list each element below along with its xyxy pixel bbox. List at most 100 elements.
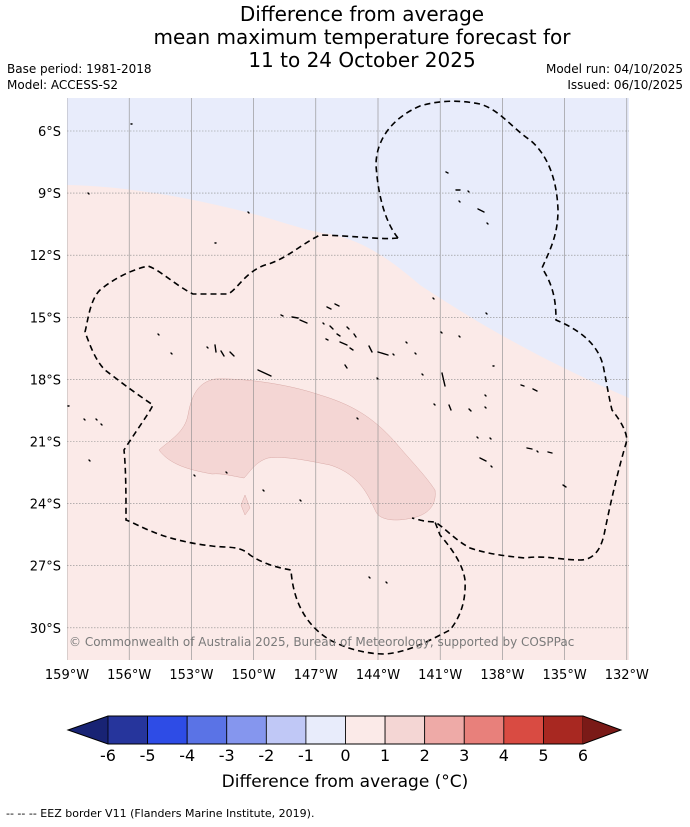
island <box>336 333 341 337</box>
island <box>346 326 350 330</box>
colorbar-tick-label: 4 <box>499 746 509 765</box>
colorbar-tick-label: 3 <box>459 746 469 765</box>
island <box>432 297 435 300</box>
colorbar-over-arrow <box>583 716 621 744</box>
lon-tick-label: 138°W <box>480 668 524 683</box>
island <box>526 447 533 450</box>
latitude-labels: 6°S 9°S 12°S 15°S 18°S 21°S 24°S 27°S 30°S <box>30 125 61 637</box>
colorbar-tick-label: -4 <box>179 746 195 765</box>
island <box>486 222 489 225</box>
island <box>88 459 91 462</box>
island <box>170 352 173 355</box>
island <box>220 350 225 357</box>
lat-tick-label: 21°S <box>30 436 61 451</box>
island <box>322 322 325 325</box>
colorbar-cell <box>384 715 426 745</box>
lat-tick-label: 9°S <box>38 187 61 202</box>
eez-borders <box>84 100 628 655</box>
lon-tick-label: 150°W <box>232 668 276 683</box>
colorbar-cell <box>147 715 188 745</box>
island <box>477 208 485 213</box>
island <box>344 364 348 369</box>
copyright-notice: © Commonwealth of Australia 2025, Bureau… <box>69 635 574 649</box>
island <box>299 319 308 324</box>
colorbar-tick-label: 2 <box>420 746 430 765</box>
island <box>334 303 340 307</box>
colorbar-tick-label: -2 <box>258 746 274 765</box>
island <box>421 373 424 376</box>
colorbar-cell <box>107 715 148 745</box>
island <box>353 333 357 338</box>
colorbar-cell <box>265 715 307 745</box>
colorbar-cell <box>186 715 228 745</box>
islands <box>67 123 567 584</box>
island <box>368 345 373 353</box>
colorbar-cell <box>345 715 386 745</box>
lat-tick-label: 12°S <box>30 249 61 264</box>
colorbar-tick-label: 0 <box>340 746 350 765</box>
lon-tick-label: 135°W <box>543 668 587 683</box>
colorbar-cell <box>305 715 346 745</box>
strong-warm-anomaly-region <box>158 378 436 521</box>
colorbar-cell <box>226 715 267 745</box>
island <box>376 377 379 380</box>
map-area: © Commonwealth of Australia 2025, Bureau… <box>67 98 629 660</box>
island <box>247 211 250 214</box>
title-line-1: Difference from average <box>239 2 485 26</box>
island <box>414 352 417 355</box>
island <box>257 369 272 377</box>
island <box>385 581 388 584</box>
lon-tick-label: 147°W <box>294 668 338 683</box>
island <box>326 306 332 310</box>
issued-date: Issued: 06/10/2025 <box>567 78 683 92</box>
island <box>95 418 98 421</box>
island <box>392 353 395 356</box>
island <box>485 312 488 315</box>
island <box>484 394 487 397</box>
island <box>405 341 408 344</box>
lat-tick-label: 18°S <box>30 373 61 388</box>
island <box>484 406 487 409</box>
island <box>368 576 371 579</box>
colorbar-label: Difference from average (°C) <box>221 772 469 792</box>
island <box>291 316 299 319</box>
island <box>547 451 553 454</box>
island <box>476 436 479 439</box>
island <box>83 418 86 421</box>
island <box>339 341 348 346</box>
eez-legend: -- -- -- EEZ border V11 (Flanders Marine… <box>6 807 315 820</box>
island <box>329 325 334 330</box>
island <box>433 403 436 406</box>
colorbar-tick-label: -3 <box>219 746 235 765</box>
island <box>280 314 284 317</box>
island <box>520 384 525 387</box>
island <box>229 351 235 357</box>
island <box>193 474 196 477</box>
colorbar-cell <box>543 715 584 745</box>
colorbar-cell <box>463 715 505 745</box>
colorbar-tick-label: -5 <box>140 746 156 765</box>
small-warm-patch <box>240 494 251 516</box>
colorbar-under-arrow <box>68 716 108 744</box>
colorbar-tick-label: -1 <box>298 746 314 765</box>
island <box>440 331 443 334</box>
island <box>562 484 567 488</box>
island <box>536 450 539 453</box>
island <box>262 489 265 492</box>
island <box>448 404 452 411</box>
lon-tick-label: 153°W <box>169 668 213 683</box>
lon-tick-label: 132°W <box>605 668 649 683</box>
island <box>377 351 389 356</box>
island <box>214 344 217 353</box>
model-run-date: Model run: 04/10/2025 <box>545 62 683 76</box>
title-line-3: 11 to 24 October 2025 <box>248 48 476 72</box>
island <box>325 338 329 341</box>
island <box>489 437 492 440</box>
island <box>458 200 461 203</box>
island <box>479 457 487 462</box>
colorbar-tick-label: -6 <box>100 746 116 765</box>
island <box>349 347 354 351</box>
lat-tick-label: 24°S <box>30 498 61 513</box>
base-period: Base period: 1981-2018 <box>7 62 152 76</box>
